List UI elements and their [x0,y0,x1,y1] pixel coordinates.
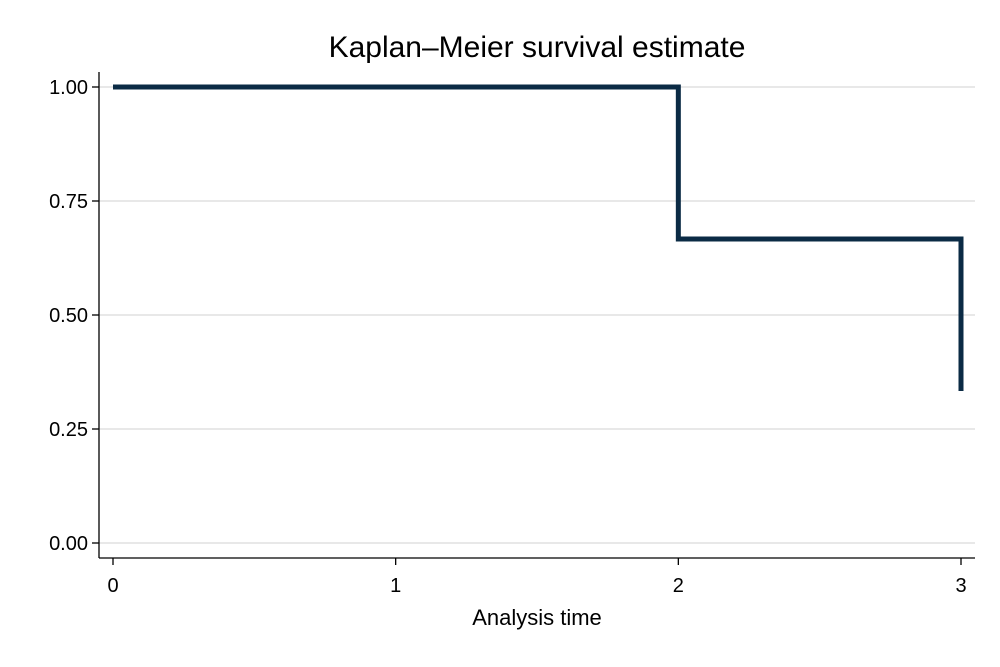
x-axis-ticks: 0 1 2 3 [107,558,967,597]
y-tick-label: 0.75 [49,191,88,213]
survival-step-line [113,84,964,392]
x-tick-label: 0 [107,575,118,597]
y-tick-label: 0.25 [49,419,88,441]
x-tick-label: 3 [955,575,966,597]
y-tick-label: 0.50 [49,305,88,327]
y-axis-ticks: 0.00 0.25 0.50 0.75 1.00 [49,77,99,555]
y-tick-label: 0.00 [49,533,88,555]
x-tick-label: 2 [673,575,684,597]
x-axis-title: Analysis time [472,605,602,630]
chart-title: Kaplan–Meier survival estimate [329,31,746,64]
gridlines [99,86,975,544]
y-tick-label: 1.00 [49,77,88,99]
x-tick-label: 1 [390,575,401,597]
series-layer [113,84,964,392]
